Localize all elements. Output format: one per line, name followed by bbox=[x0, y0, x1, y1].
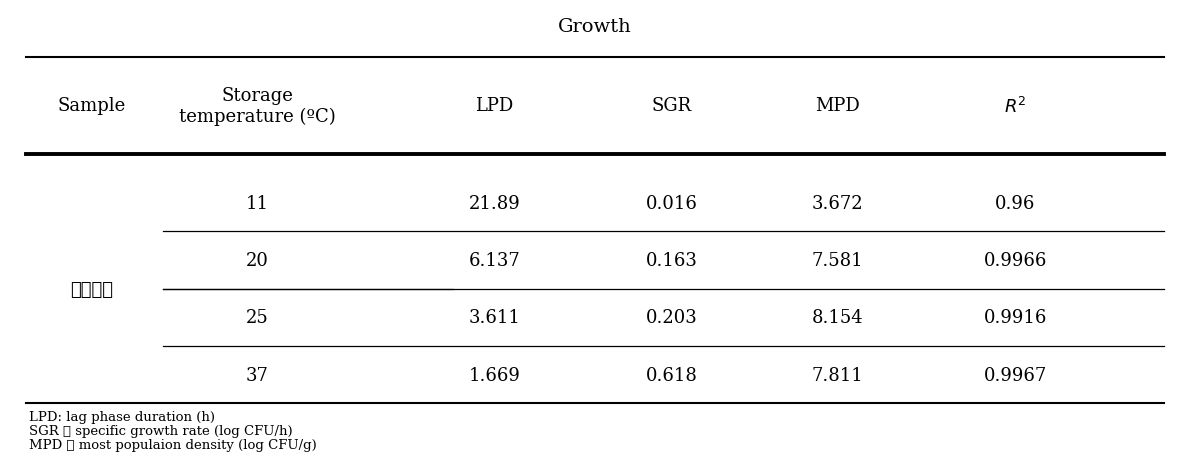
Text: Storage
temperature (ºC): Storage temperature (ºC) bbox=[178, 87, 336, 126]
Text: 7.581: 7.581 bbox=[812, 252, 864, 269]
Text: LPD: lag phase duration (h): LPD: lag phase duration (h) bbox=[29, 410, 215, 423]
Text: 1.669: 1.669 bbox=[469, 366, 520, 384]
Text: 0.618: 0.618 bbox=[646, 366, 697, 384]
Text: 7.811: 7.811 bbox=[812, 366, 864, 384]
Text: MPD ： most populaion density (log CFU/g): MPD ： most populaion density (log CFU/g) bbox=[29, 438, 317, 451]
Text: 20: 20 bbox=[246, 252, 269, 269]
Text: 0.96: 0.96 bbox=[995, 194, 1035, 212]
Text: SGR: SGR bbox=[652, 97, 693, 115]
Text: 11: 11 bbox=[246, 194, 269, 212]
Text: 0.163: 0.163 bbox=[646, 252, 697, 269]
Text: 삼각김밥: 삼각김밥 bbox=[70, 280, 113, 298]
Text: 6.137: 6.137 bbox=[469, 252, 520, 269]
Text: $\mathit{R}^2$: $\mathit{R}^2$ bbox=[1004, 96, 1027, 116]
Text: 21.89: 21.89 bbox=[469, 194, 520, 212]
Text: 25: 25 bbox=[246, 308, 269, 327]
Text: 37: 37 bbox=[246, 366, 269, 384]
Text: LPD: LPD bbox=[475, 97, 513, 115]
Text: 3.611: 3.611 bbox=[469, 308, 520, 327]
Text: 0.016: 0.016 bbox=[646, 194, 697, 212]
Text: 3.672: 3.672 bbox=[812, 194, 864, 212]
Text: 0.9966: 0.9966 bbox=[984, 252, 1047, 269]
Text: Sample: Sample bbox=[57, 97, 126, 115]
Text: 8.154: 8.154 bbox=[812, 308, 864, 327]
Text: 0.203: 0.203 bbox=[646, 308, 697, 327]
Text: Growth: Growth bbox=[558, 18, 632, 36]
Text: 0.9967: 0.9967 bbox=[984, 366, 1047, 384]
Text: 0.9916: 0.9916 bbox=[984, 308, 1047, 327]
Text: SGR ： specific growth rate (log CFU/h): SGR ： specific growth rate (log CFU/h) bbox=[29, 424, 293, 437]
Text: MPD: MPD bbox=[815, 97, 860, 115]
